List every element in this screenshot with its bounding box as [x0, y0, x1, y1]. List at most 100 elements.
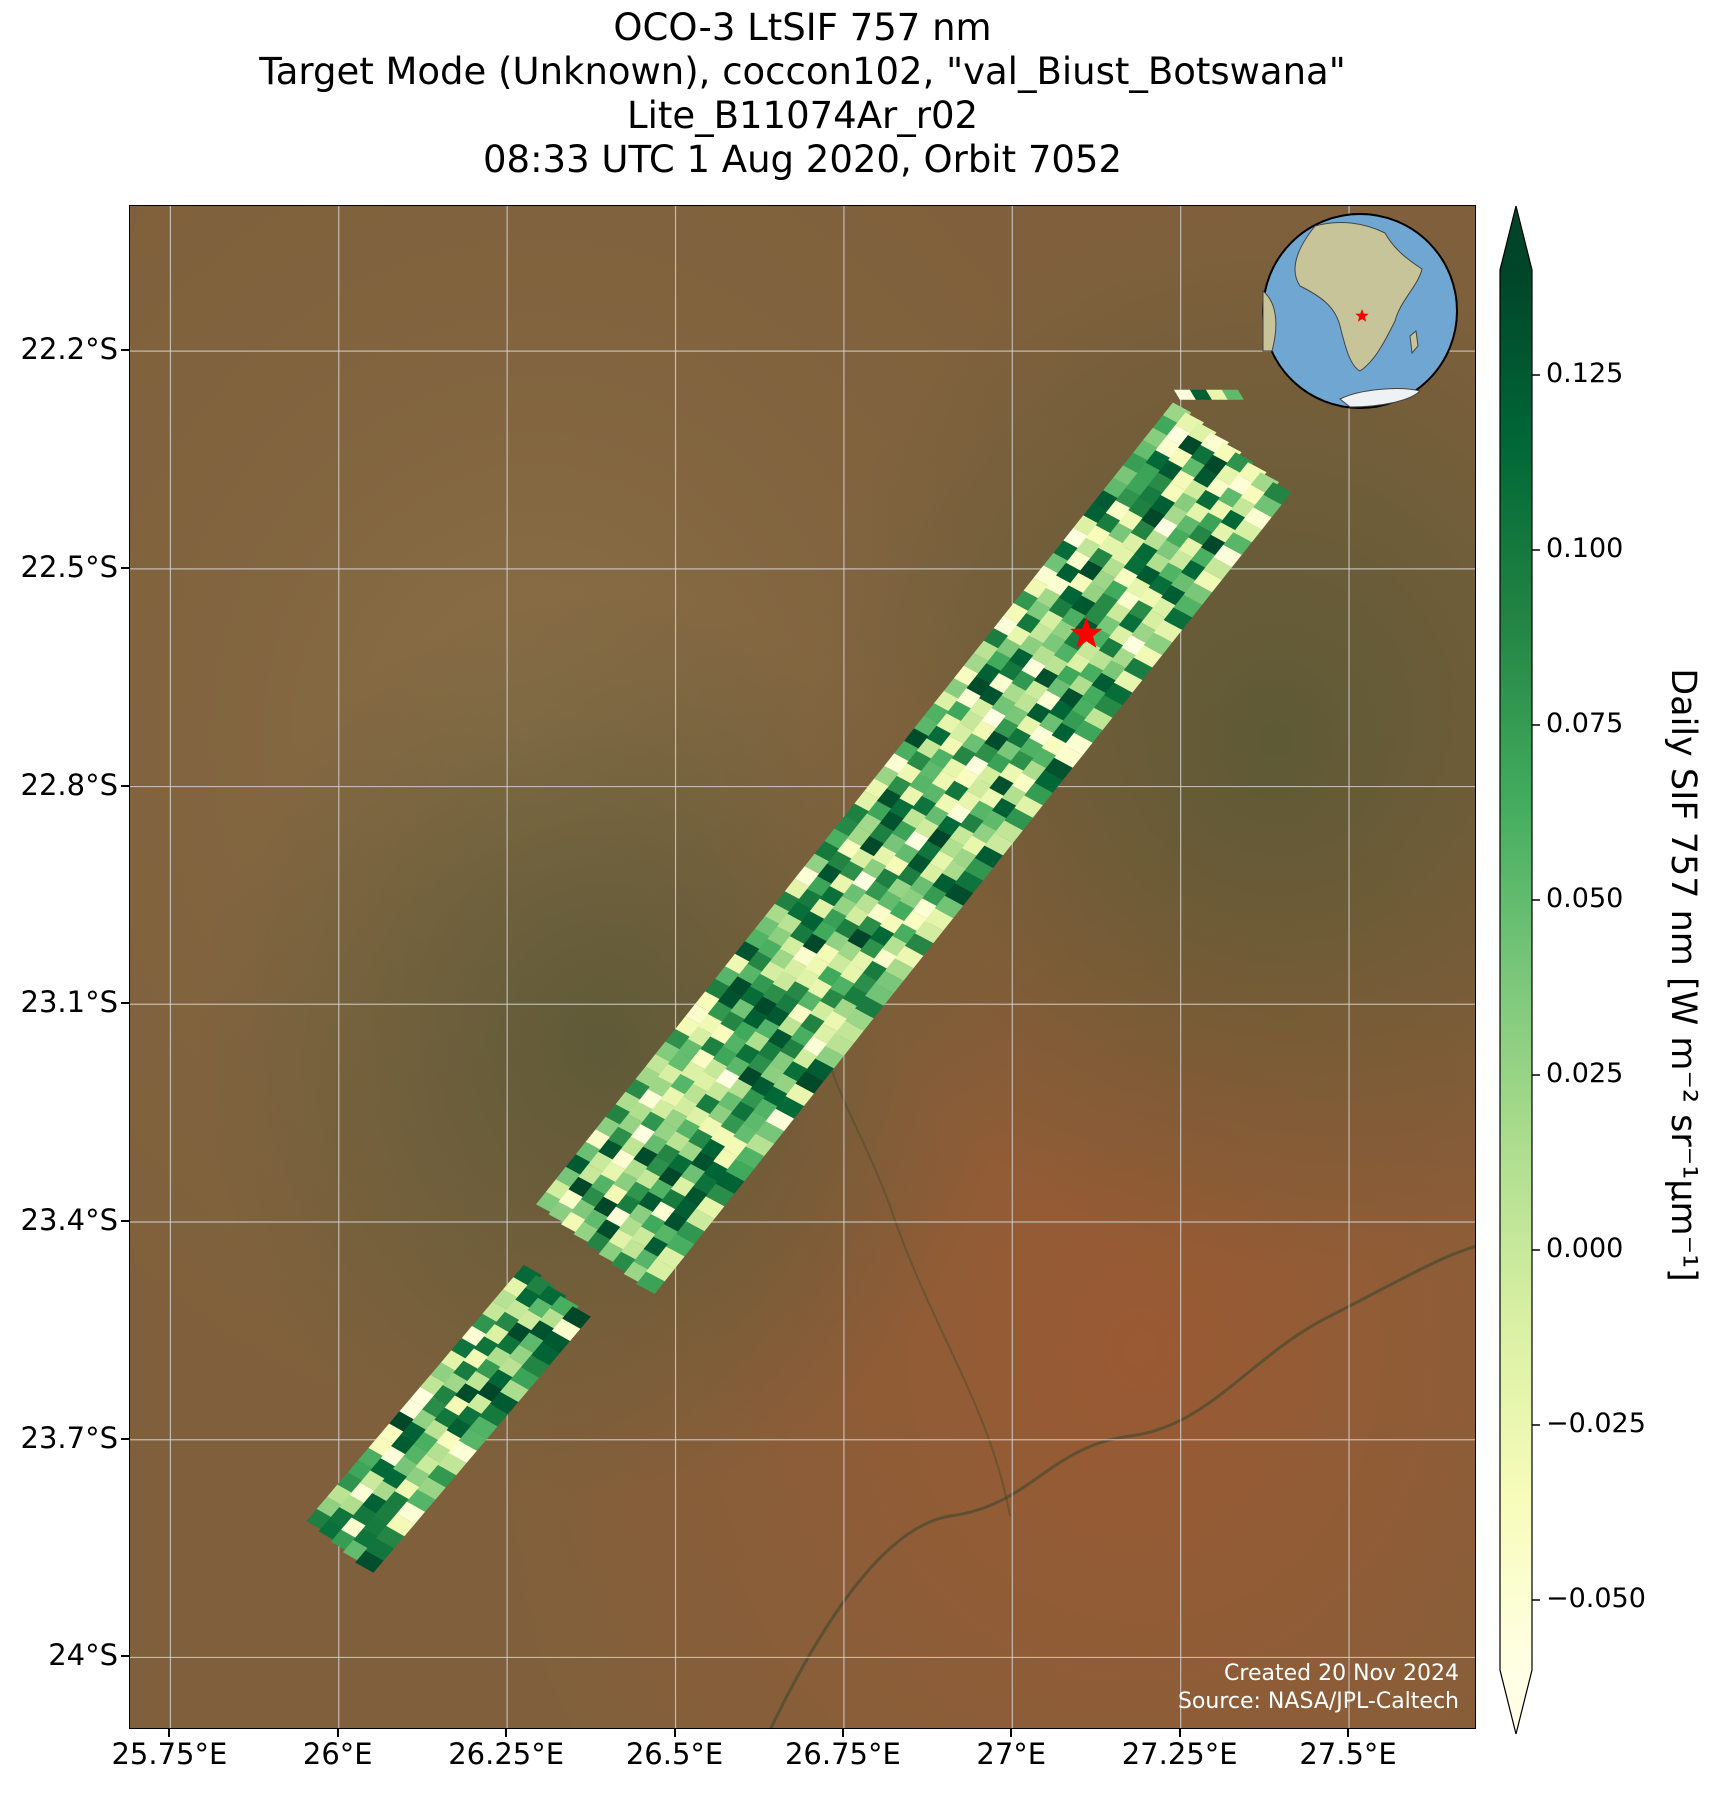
sif-footprint [735, 1146, 765, 1169]
sif-footprint [531, 1342, 560, 1366]
lon-tick-label: 26.75°E [784, 1737, 901, 1771]
sif-footprint [1243, 507, 1272, 530]
sif-footprint [427, 1464, 457, 1488]
title-line-1: OCO-3 LtSIF 757 nm [613, 6, 992, 49]
globe-south-america [1262, 289, 1277, 352]
lat-tick-mark [121, 1437, 129, 1440]
sif-footprint [1163, 607, 1193, 630]
sif-footprint [855, 995, 884, 1019]
sif-footprint [1213, 544, 1242, 568]
lat-tick-label: 23.1°S [20, 985, 118, 1020]
sif-footprint [934, 895, 964, 919]
sif-footprint [1094, 695, 1123, 718]
lat-tick-mark [121, 566, 129, 569]
lat-tick-label: 23.7°S [20, 1420, 118, 1455]
colorbar-tick-label: 0.025 [1546, 1058, 1624, 1089]
sif-footprint [520, 1355, 550, 1378]
lon-tick-label: 27.25°E [1121, 1737, 1238, 1771]
colorbar-extend-min [1500, 1670, 1532, 1734]
lat-tick-mark [121, 1655, 129, 1658]
sif-footprint [1113, 670, 1143, 693]
map-panel[interactable]: Created 20 Nov 2024 Source: NASA/JPL-Cal… [129, 205, 1476, 1729]
sif-footprint [500, 1379, 529, 1402]
sif-footprint [1004, 807, 1033, 831]
sif-footprint [1183, 582, 1212, 605]
sif-footprint [875, 970, 904, 994]
lon-tick-label: 26°E [302, 1737, 373, 1771]
lon-tick-label: 26.25°E [448, 1737, 565, 1771]
sif-footprint [725, 1158, 755, 1182]
sif-footprint [895, 945, 924, 969]
sif-footprint [636, 1271, 665, 1294]
credits-source: Source: NASA/JPL-Caltech [1177, 1689, 1459, 1714]
sif-footprint [646, 1258, 675, 1282]
sif-footprint [1223, 532, 1252, 555]
sif-footprint [458, 1428, 488, 1451]
sif-footprint [984, 833, 1013, 856]
sif-footprint [914, 920, 944, 944]
lat-tick-label: 24°S [48, 1638, 118, 1673]
lon-tick-mark [168, 1729, 171, 1737]
sif-footprint [406, 1489, 436, 1512]
lon-tick-mark [841, 1729, 844, 1737]
lat-tick-label: 22.2°S [20, 332, 118, 367]
sif-footprint [656, 1246, 685, 1269]
colorbar-gradient [1500, 270, 1532, 1670]
sif-footprint [355, 1550, 384, 1573]
sif-footprint [885, 958, 914, 981]
sif-footprint [705, 1183, 735, 1207]
sif-footprint [1103, 682, 1133, 706]
sif-footprint [795, 1071, 824, 1094]
chart-title: OCO-3 LtSIF 757 nm Target Mode (Unknown)… [0, 6, 1605, 182]
target-site-star-icon [1070, 617, 1103, 648]
sif-footprint [551, 1318, 581, 1341]
lon-tick-label: 26.5°E [625, 1737, 724, 1771]
sif-footprint [805, 1058, 834, 1081]
sif-footprint [1205, 389, 1228, 400]
colorbar-tick-label: 0.050 [1546, 883, 1624, 914]
sif-footprint [469, 1416, 498, 1439]
globe-madagascar [1409, 330, 1419, 355]
lat-tick-mark [121, 1220, 129, 1222]
inset-globe [1262, 213, 1458, 409]
sif-footprint [386, 1513, 415, 1537]
globe-site-star-icon [1355, 309, 1369, 322]
sif-footprint [1014, 795, 1043, 818]
map-canvas[interactable] [130, 206, 1476, 1729]
lon-tick-mark [1347, 1729, 1350, 1737]
sif-footprint [1173, 594, 1203, 618]
sif-footprint [1044, 757, 1073, 781]
globe-africa [1294, 221, 1423, 372]
lon-tick-label: 27.5°E [1299, 1737, 1397, 1771]
sif-footprint [845, 1008, 874, 1031]
sif-footprint [904, 933, 934, 956]
lon-tick-mark [1010, 1729, 1013, 1737]
river [769, 1245, 1475, 1728]
sif-footprint [676, 1221, 705, 1244]
sif-footprint [1123, 657, 1153, 680]
sif-footprint [1153, 620, 1183, 643]
colorbar-tick-label: 0.125 [1546, 358, 1624, 389]
sif-footprint [448, 1440, 477, 1463]
sif-footprint [562, 1306, 591, 1329]
title-line-4: 08:33 UTC 1 Aug 2020, Orbit 7052 [482, 138, 1123, 181]
sif-footprint [745, 1133, 775, 1157]
sif-footprint [365, 1538, 395, 1561]
sif-footprint [510, 1367, 539, 1390]
sif-footprint [666, 1233, 695, 1257]
colorbar-label: Daily SIF 757 nm [W m⁻² sr⁻¹μm⁻¹] [1663, 668, 1703, 1282]
sif-footprint [695, 1196, 725, 1219]
sif-swath [306, 389, 1292, 1573]
title-line-2: Target Mode (Unknown), coccon102, "val_B… [259, 50, 1346, 93]
sif-footprint [1203, 557, 1232, 580]
sif-footprint [924, 908, 954, 931]
globe-antarctica [1339, 388, 1421, 408]
sif-footprint [1084, 707, 1113, 731]
globe-star-shape [1355, 309, 1369, 322]
sif-footprint [489, 1391, 519, 1415]
sif-footprint [815, 1045, 844, 1069]
sif-footprint [944, 883, 974, 906]
colorbar-tick-label: 0.075 [1546, 708, 1624, 739]
lon-tick-label: 25.75°E [111, 1737, 228, 1771]
sif-footprint [417, 1477, 446, 1500]
